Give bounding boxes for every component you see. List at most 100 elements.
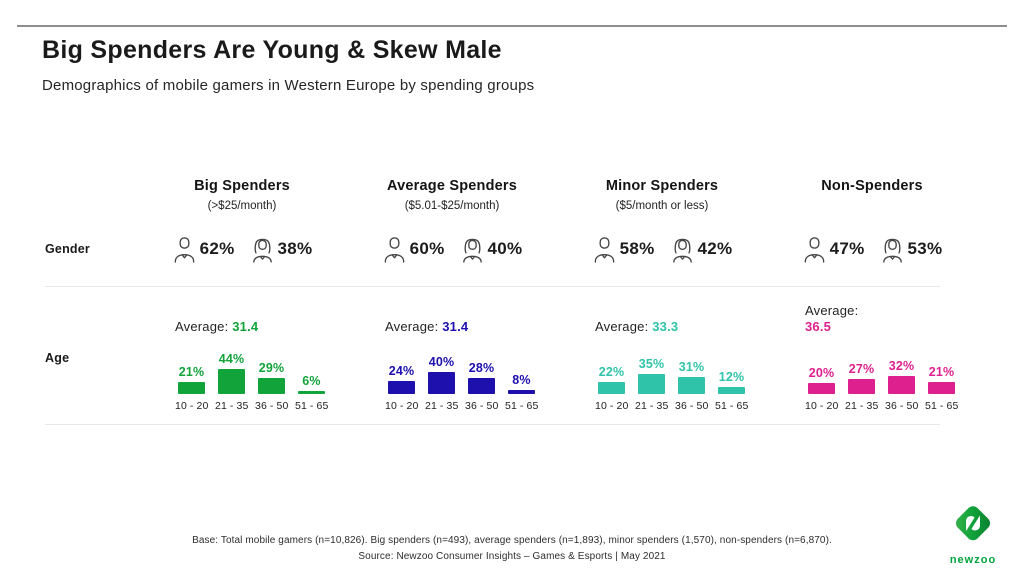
age-bar <box>388 380 415 394</box>
age-bar <box>258 377 285 394</box>
age-bars: 21% 44% 29% 6% <box>175 348 347 394</box>
age-range-label: 51 - 65 <box>715 400 749 412</box>
female-percentage: 40% <box>487 239 523 258</box>
bar-value-label: 24% <box>388 363 415 378</box>
average-age: Average: 33.3 <box>595 319 678 335</box>
bar-value-label: 20% <box>808 365 835 380</box>
age-range-label: 21 - 35 <box>845 400 879 412</box>
average-age: Average: 36.5 <box>805 303 867 336</box>
age-bar <box>508 389 535 394</box>
female-percentage: 38% <box>277 239 313 258</box>
age-bar <box>848 378 875 394</box>
age-bar <box>928 382 955 394</box>
male-icon <box>384 236 404 263</box>
age-tick-labels: 10 - 20 21 - 35 36 - 50 51 - 65 <box>175 400 347 412</box>
age-bar-slot: 31% <box>675 360 708 394</box>
female-stat: 53% <box>880 236 943 263</box>
age-bar-slot: 35% <box>635 357 668 394</box>
age-range-label: 21 - 35 <box>425 400 459 412</box>
age-range-label: 21 - 35 <box>215 400 249 412</box>
female-icon <box>672 238 692 263</box>
age-range-label: 21 - 35 <box>635 400 669 412</box>
age-bar <box>428 371 455 394</box>
age-bar <box>678 376 705 394</box>
average-value: 31.4 <box>442 318 469 334</box>
female-icon <box>882 238 902 263</box>
average-age-wrap: Average: 31.4 <box>385 303 557 335</box>
age-bar <box>178 382 205 394</box>
column-title: Average Spenders <box>387 178 517 194</box>
age-bar-slot: 44% <box>215 352 248 394</box>
age-bar-slot: 27% <box>845 362 878 394</box>
page-subtitle: Demographics of mobile gamers in Western… <box>42 77 535 94</box>
column-qualifier: ($5.01-$25/month) <box>404 200 500 212</box>
gender-row-label: Gender <box>45 242 90 256</box>
age-tick-labels: 10 - 20 21 - 35 36 - 50 51 - 65 <box>595 400 767 412</box>
male-percentage: 60% <box>409 239 445 258</box>
age-bar-slot: 12% <box>715 370 748 394</box>
column-header: Big Spenders (>$25/month) <box>137 178 347 212</box>
bar-value-label: 8% <box>512 372 531 387</box>
bar-value-label: 32% <box>888 359 915 374</box>
male-icon <box>174 236 194 263</box>
bar-value-label: 27% <box>848 361 875 376</box>
age-bar-slot: 28% <box>465 361 498 394</box>
age-range-label: 10 - 20 <box>385 400 419 412</box>
average-age-wrap: Average: 31.4 <box>175 303 347 335</box>
bar-value-label: 44% <box>218 352 245 367</box>
column-header: Minor Spenders ($5/month or less) <box>557 178 767 212</box>
age-chart: Average: 33.3 22% 35% 31% 12% 10 - 20 21 - 3… <box>557 303 767 412</box>
female-stat: 40% <box>460 236 523 263</box>
age-bar-slot: 24% <box>385 364 418 394</box>
age-bar-slot: 20% <box>805 366 838 394</box>
male-percentage: 62% <box>199 239 235 258</box>
column-title: Big Spenders <box>194 178 290 194</box>
average-value: 33.3 <box>652 318 679 334</box>
average-value: 36.5 <box>805 318 832 334</box>
male-icon <box>594 236 614 263</box>
newzoo-logo-text: newzoo <box>949 554 997 566</box>
age-range-label: 36 - 50 <box>255 400 289 412</box>
column-title: Minor Spenders <box>605 178 719 194</box>
female-icon <box>252 238 272 263</box>
bar-value-label: 21% <box>178 365 205 380</box>
age-bar <box>888 376 915 394</box>
age-range-label: 36 - 50 <box>885 400 919 412</box>
average-label: Average: <box>385 318 439 334</box>
age-range-label: 51 - 65 <box>505 400 539 412</box>
column-title: Non-Spenders <box>821 178 923 194</box>
male-percentage: 47% <box>829 239 865 258</box>
age-tick-labels: 10 - 20 21 - 35 36 - 50 51 - 65 <box>805 400 977 412</box>
row-divider <box>45 286 940 287</box>
gender-stats: 62% 38% <box>137 236 347 263</box>
age-bar-slot: 8% <box>505 373 538 394</box>
average-age-wrap: Average: 33.3 <box>595 303 767 335</box>
age-row-label: Age <box>45 350 70 365</box>
footer-source-note: Source: Newzoo Consumer Insights – Games… <box>358 550 666 562</box>
row-divider <box>45 424 940 425</box>
column-header: Average Spenders ($5.01-$25/month) <box>347 178 557 212</box>
age-range-label: 10 - 20 <box>175 400 209 412</box>
average-label: Average: <box>595 318 649 334</box>
age-row: Age Average: 31.4 21% 44% 29% 6% 10 - 20 21 … <box>45 287 977 424</box>
bar-value-label: 6% <box>302 373 321 388</box>
bar-value-label: 22% <box>598 364 625 379</box>
gender-stats: 58% 42% <box>557 236 767 263</box>
age-bar <box>298 390 325 394</box>
bar-value-label: 28% <box>468 361 495 376</box>
footer-base-note: Base: Total mobile gamers (n=10,826). Bi… <box>192 535 832 546</box>
column-qualifier: (>$25/month) <box>207 200 277 212</box>
age-bar <box>218 369 245 394</box>
female-icon <box>462 238 482 263</box>
age-range-label: 51 - 65 <box>925 400 959 412</box>
bar-value-label: 12% <box>718 370 745 385</box>
gender-stats: 60% 40% <box>347 236 557 263</box>
average-label: Average: <box>805 302 859 318</box>
age-bar-slot: 32% <box>885 359 918 394</box>
gender-stats: 47% 53% <box>767 236 977 263</box>
female-stat: 38% <box>250 236 313 263</box>
age-bars: 22% 35% 31% 12% <box>595 348 767 394</box>
age-range-label: 10 - 20 <box>595 400 629 412</box>
female-percentage: 42% <box>697 239 733 258</box>
age-bar-slot: 29% <box>255 361 288 394</box>
